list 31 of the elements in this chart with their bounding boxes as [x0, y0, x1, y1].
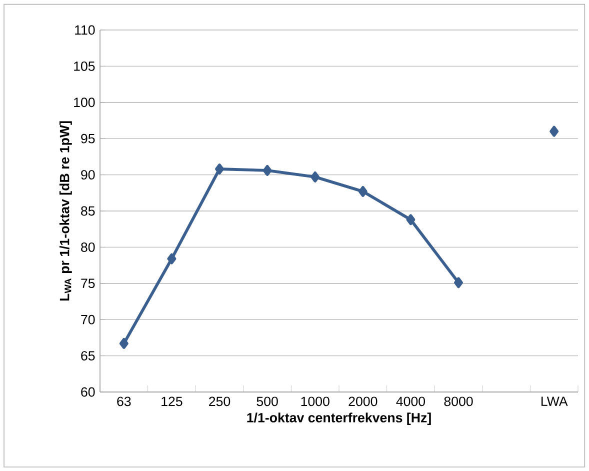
- y-tick-label: 70: [81, 314, 95, 324]
- x-tick-label: 8000: [444, 396, 473, 406]
- y-tick-label: 90: [81, 170, 95, 180]
- x-tick-label: 250: [209, 396, 230, 406]
- point: [310, 171, 320, 182]
- y-tick-label: 110: [75, 25, 95, 35]
- x-tick-label: 1000: [301, 396, 330, 406]
- x-tick-label: 63: [117, 396, 131, 406]
- point: [454, 277, 463, 288]
- x-tick-label: 2000: [348, 396, 378, 406]
- y-tick-label: 85: [81, 206, 95, 216]
- y-tick-label: 105: [74, 61, 95, 71]
- x-tick-label: LWA: [541, 396, 568, 406]
- y-tick-label: 80: [81, 242, 95, 252]
- y-tick-label: 60: [81, 387, 95, 397]
- point: [119, 338, 128, 349]
- point: [358, 186, 368, 197]
- y-tick-label: 65: [81, 351, 95, 361]
- point: [550, 126, 559, 137]
- point: [167, 253, 176, 264]
- y-tick-label: 100: [74, 98, 95, 108]
- x-tick-label: 125: [162, 396, 182, 406]
- x-tick-label: 4000: [396, 396, 426, 406]
- point: [262, 164, 272, 176]
- y-tick-label: 95: [81, 134, 95, 144]
- point: [406, 214, 416, 226]
- point: [215, 164, 224, 174]
- y-axis-title: L$_{WA}$ pr 1/1-oktav [dB re 1pW]: [59, 121, 72, 301]
- x-tick-label: 500: [256, 396, 278, 406]
- y-tick-label: 75: [81, 278, 95, 288]
- x-axis-title: 1/1-oktav centerfrekvens [Hz]: [247, 412, 431, 426]
